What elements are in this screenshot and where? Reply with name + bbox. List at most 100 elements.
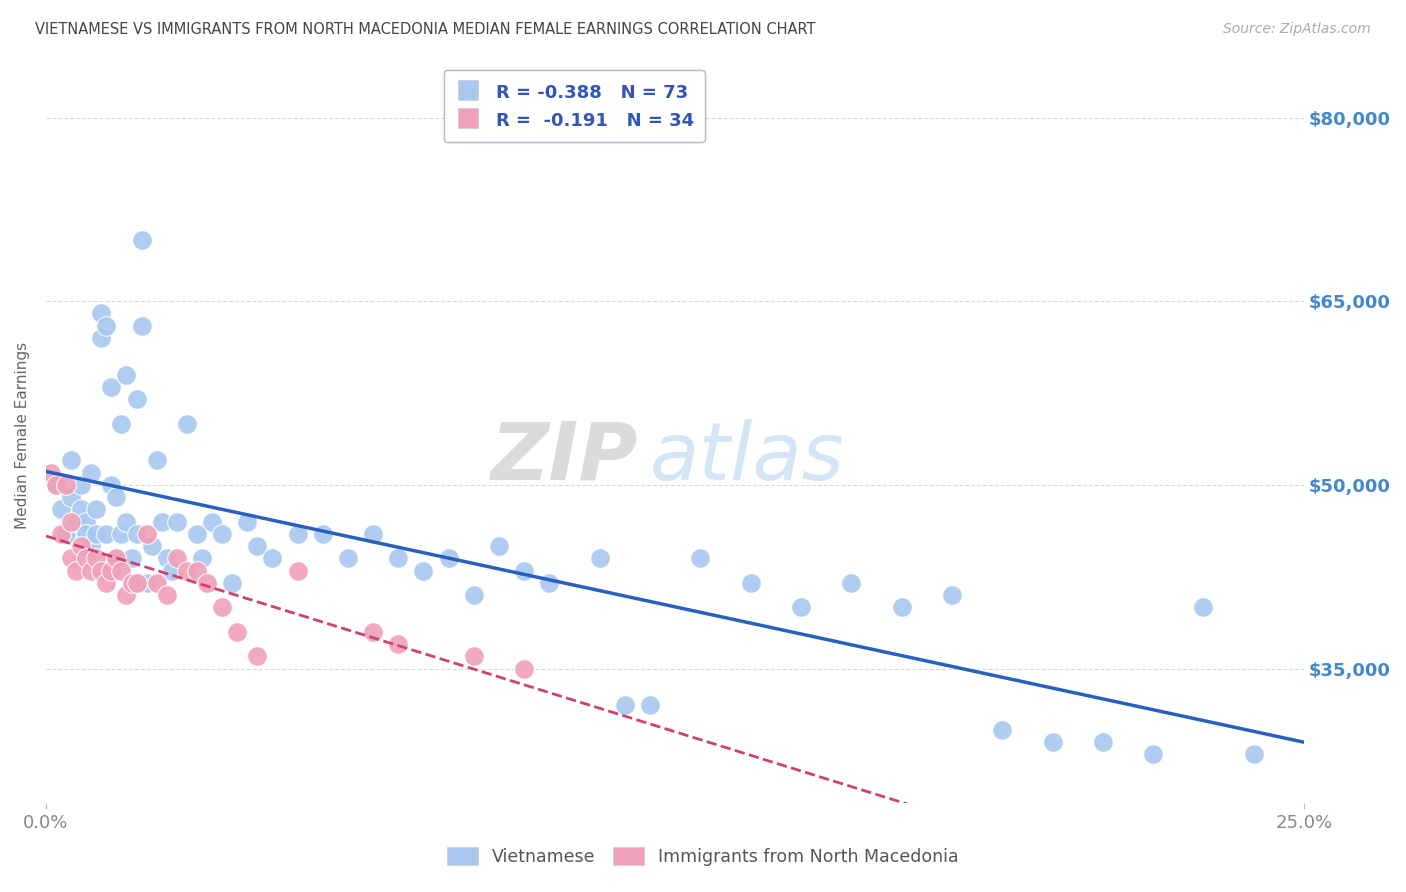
Point xyxy=(39,466,62,480)
Point xyxy=(60,453,83,467)
Point xyxy=(890,600,912,615)
Point xyxy=(588,551,610,566)
Point xyxy=(110,527,132,541)
Point xyxy=(463,588,485,602)
Point xyxy=(262,551,284,566)
Point xyxy=(84,551,107,566)
Point xyxy=(246,539,269,553)
Y-axis label: Median Female Earnings: Median Female Earnings xyxy=(15,343,30,530)
Point xyxy=(80,466,103,480)
Point xyxy=(160,564,183,578)
Point xyxy=(105,551,128,566)
Point xyxy=(361,624,384,639)
Point xyxy=(60,515,83,529)
Point xyxy=(60,551,83,566)
Point xyxy=(145,453,167,467)
Point xyxy=(246,649,269,664)
Point xyxy=(790,600,813,615)
Point xyxy=(613,698,636,713)
Point xyxy=(145,575,167,590)
Point xyxy=(121,575,143,590)
Point xyxy=(1192,600,1215,615)
Point xyxy=(90,306,112,320)
Point xyxy=(513,662,536,676)
Point xyxy=(1142,747,1164,762)
Legend: Vietnamese, Immigrants from North Macedonia: Vietnamese, Immigrants from North Macedo… xyxy=(439,838,967,874)
Point xyxy=(156,551,179,566)
Legend: R = -0.388   N = 73, R =  -0.191   N = 34: R = -0.388 N = 73, R = -0.191 N = 34 xyxy=(444,70,704,142)
Point xyxy=(125,575,148,590)
Point xyxy=(96,318,118,333)
Point xyxy=(166,515,188,529)
Point xyxy=(45,478,67,492)
Point xyxy=(70,478,93,492)
Point xyxy=(121,551,143,566)
Point xyxy=(75,527,97,541)
Point xyxy=(90,564,112,578)
Point xyxy=(312,527,335,541)
Point xyxy=(115,515,138,529)
Point xyxy=(135,527,157,541)
Point xyxy=(387,551,409,566)
Point xyxy=(100,564,122,578)
Point xyxy=(156,588,179,602)
Point xyxy=(387,637,409,651)
Point xyxy=(60,490,83,504)
Point xyxy=(226,624,249,639)
Point xyxy=(336,551,359,566)
Point xyxy=(186,527,208,541)
Point xyxy=(740,575,762,590)
Point xyxy=(176,417,198,431)
Point xyxy=(125,527,148,541)
Point xyxy=(75,515,97,529)
Text: atlas: atlas xyxy=(650,419,845,497)
Point xyxy=(176,564,198,578)
Point xyxy=(941,588,963,602)
Point xyxy=(80,564,103,578)
Point xyxy=(538,575,561,590)
Point xyxy=(488,539,510,553)
Point xyxy=(131,318,153,333)
Point xyxy=(131,233,153,247)
Point xyxy=(115,368,138,382)
Point xyxy=(513,564,536,578)
Point xyxy=(1042,735,1064,749)
Point xyxy=(287,527,309,541)
Point xyxy=(45,478,67,492)
Point xyxy=(221,575,243,590)
Point xyxy=(110,417,132,431)
Point xyxy=(49,527,72,541)
Text: Source: ZipAtlas.com: Source: ZipAtlas.com xyxy=(1223,22,1371,37)
Point xyxy=(191,551,214,566)
Point xyxy=(412,564,434,578)
Point xyxy=(65,515,87,529)
Point xyxy=(110,564,132,578)
Point xyxy=(55,527,77,541)
Point xyxy=(115,588,138,602)
Point xyxy=(195,575,218,590)
Point xyxy=(236,515,259,529)
Point xyxy=(100,380,122,394)
Point xyxy=(90,331,112,345)
Point xyxy=(70,539,93,553)
Point xyxy=(100,478,122,492)
Point xyxy=(211,600,233,615)
Point xyxy=(166,551,188,566)
Text: ZIP: ZIP xyxy=(489,419,637,497)
Point xyxy=(150,515,173,529)
Point xyxy=(105,490,128,504)
Point xyxy=(211,527,233,541)
Point xyxy=(361,527,384,541)
Point xyxy=(463,649,485,664)
Point xyxy=(84,502,107,516)
Point xyxy=(49,502,72,516)
Text: VIETNAMESE VS IMMIGRANTS FROM NORTH MACEDONIA MEDIAN FEMALE EARNINGS CORRELATION: VIETNAMESE VS IMMIGRANTS FROM NORTH MACE… xyxy=(35,22,815,37)
Point xyxy=(96,575,118,590)
Point xyxy=(437,551,460,566)
Point xyxy=(1091,735,1114,749)
Point xyxy=(70,502,93,516)
Point xyxy=(125,392,148,406)
Point xyxy=(991,723,1014,737)
Point xyxy=(1243,747,1265,762)
Point xyxy=(287,564,309,578)
